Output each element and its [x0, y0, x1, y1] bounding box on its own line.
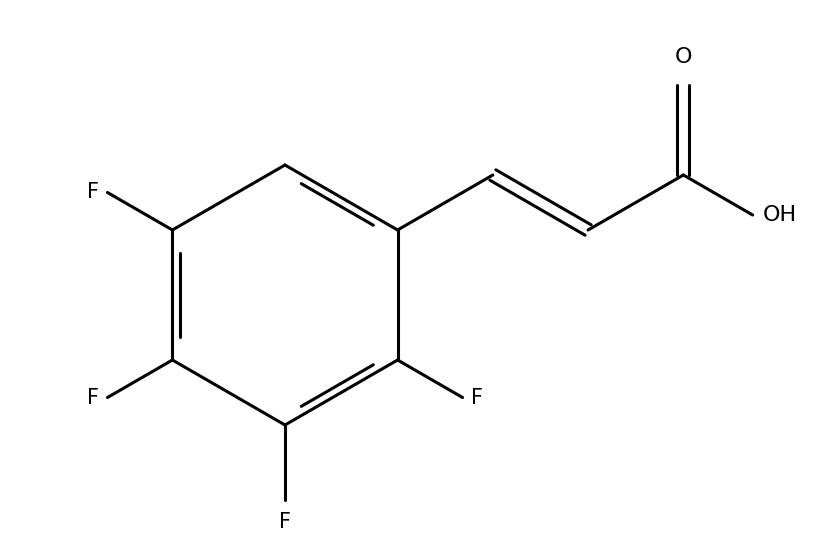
Text: F: F — [279, 512, 291, 532]
Text: F: F — [88, 388, 99, 407]
Text: O: O — [675, 47, 692, 67]
Text: OH: OH — [762, 205, 796, 225]
Text: F: F — [88, 183, 99, 203]
Text: F: F — [470, 388, 483, 407]
